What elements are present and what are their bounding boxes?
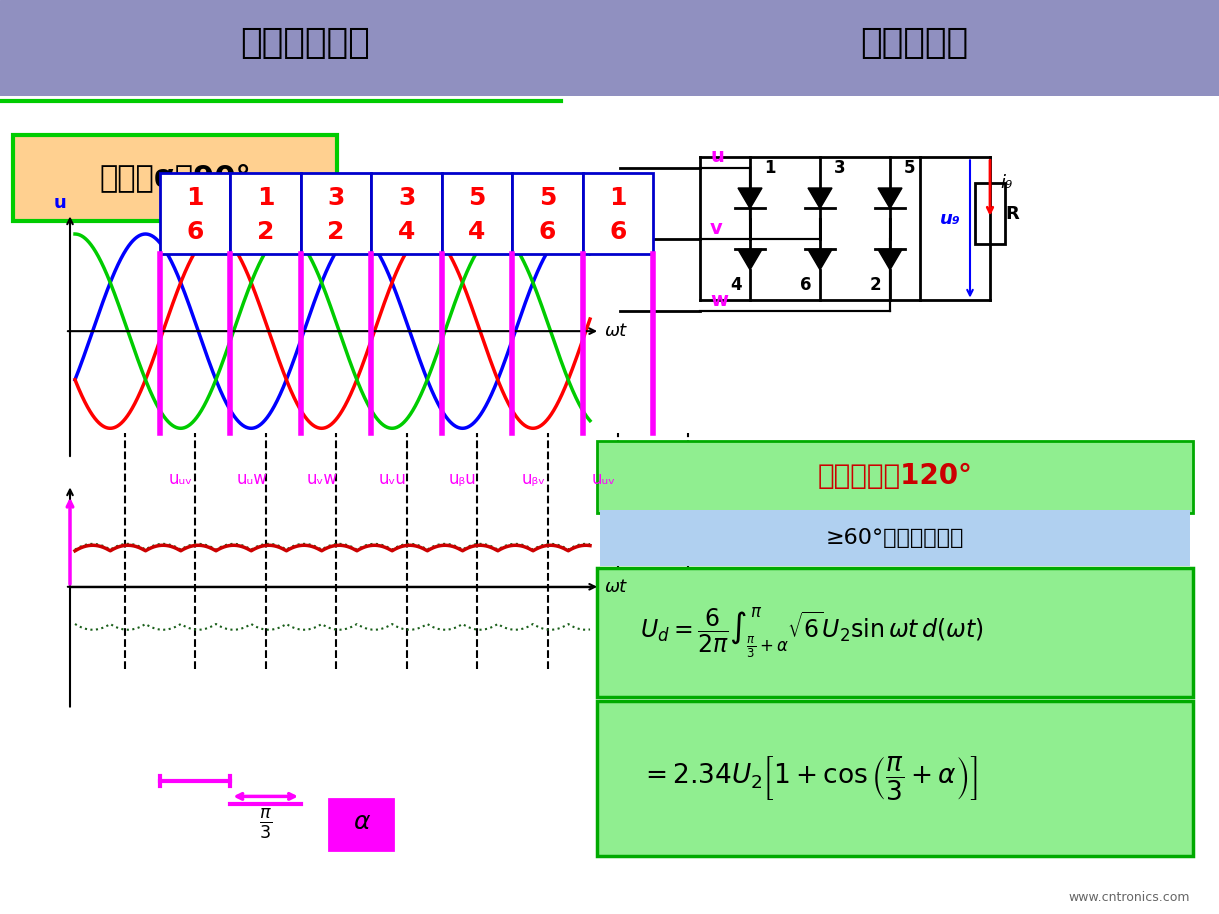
Text: R: R xyxy=(1004,205,1019,223)
Polygon shape xyxy=(808,250,833,270)
Text: uᵥw: uᵥw xyxy=(306,471,338,488)
Text: $U_d = \dfrac{6}{2\pi}\int_{\frac{\pi}{3}+\alpha}^{\pi}\sqrt{6}U_2\sin\omega t\,: $U_d = \dfrac{6}{2\pi}\int_{\frac{\pi}{3… xyxy=(640,605,984,660)
Text: 6: 6 xyxy=(610,220,627,244)
Text: uᵥu: uᵥu xyxy=(379,471,406,488)
FancyBboxPatch shape xyxy=(597,569,1193,697)
Bar xyxy=(583,173,653,254)
Text: 5: 5 xyxy=(539,186,556,210)
Text: u₉: u₉ xyxy=(940,210,961,228)
Text: 2: 2 xyxy=(257,220,274,244)
Text: 6: 6 xyxy=(539,220,556,244)
Text: 2: 2 xyxy=(870,276,881,294)
Text: 4: 4 xyxy=(397,220,416,244)
Bar xyxy=(301,173,372,254)
Text: ωt: ωt xyxy=(605,322,627,340)
Text: 1: 1 xyxy=(764,159,775,176)
Text: u: u xyxy=(54,195,66,212)
Text: 2: 2 xyxy=(328,220,345,244)
Text: u: u xyxy=(709,147,724,166)
Text: 3: 3 xyxy=(397,186,416,210)
Text: $= 2.34U_2\left[1+\cos\left(\dfrac{\pi}{3}+\alpha\right)\right]$: $= 2.34U_2\left[1+\cos\left(\dfrac{\pi}{… xyxy=(640,754,978,802)
FancyBboxPatch shape xyxy=(597,441,1193,513)
Text: uᵦᵥ: uᵦᵥ xyxy=(522,471,545,488)
Text: 3: 3 xyxy=(328,186,345,210)
Text: α: α xyxy=(352,810,369,834)
Text: 1: 1 xyxy=(187,186,204,210)
Text: www.cntronics.com: www.cntronics.com xyxy=(1069,891,1190,904)
Bar xyxy=(975,183,1004,244)
Text: 控制角α＝90°: 控制角α＝90° xyxy=(99,164,251,192)
Bar xyxy=(441,173,512,254)
Text: v: v xyxy=(709,219,723,238)
Text: 移相范围为120°: 移相范围为120° xyxy=(818,462,973,490)
Polygon shape xyxy=(737,188,762,208)
Polygon shape xyxy=(878,188,902,208)
Text: 3: 3 xyxy=(834,159,846,176)
Bar xyxy=(512,173,583,254)
Text: 4: 4 xyxy=(730,276,741,294)
FancyBboxPatch shape xyxy=(597,701,1193,856)
Polygon shape xyxy=(737,250,762,270)
Polygon shape xyxy=(808,188,833,208)
FancyBboxPatch shape xyxy=(13,135,336,220)
Text: uᵤᵥ: uᵤᵥ xyxy=(169,471,193,488)
Text: 5: 5 xyxy=(904,159,915,176)
Text: 1: 1 xyxy=(257,186,274,210)
FancyBboxPatch shape xyxy=(329,800,394,850)
Text: i₉: i₉ xyxy=(1000,174,1012,192)
Text: 4: 4 xyxy=(468,220,485,244)
Text: 电阻性负载: 电阻性负载 xyxy=(861,27,968,60)
Text: uᵤw: uᵤw xyxy=(236,471,267,488)
Text: 三相桥式全控: 三相桥式全控 xyxy=(240,27,369,60)
Text: uᵤᵥ: uᵤᵥ xyxy=(591,471,616,488)
Text: ≥60°时，电流断续: ≥60°时，电流断续 xyxy=(825,527,964,547)
Text: $\frac{\pi}{3}$: $\frac{\pi}{3}$ xyxy=(260,807,272,841)
Text: 1: 1 xyxy=(610,186,627,210)
Text: 6: 6 xyxy=(187,220,204,244)
Bar xyxy=(600,510,1190,567)
Polygon shape xyxy=(878,250,902,270)
Bar xyxy=(160,173,230,254)
Bar xyxy=(230,173,301,254)
Text: 6: 6 xyxy=(800,276,812,294)
Bar xyxy=(372,173,441,254)
Text: uᵦu: uᵦu xyxy=(449,471,477,488)
Text: 5: 5 xyxy=(468,186,485,210)
Text: w: w xyxy=(709,291,728,310)
Text: ωt: ωt xyxy=(605,578,627,596)
